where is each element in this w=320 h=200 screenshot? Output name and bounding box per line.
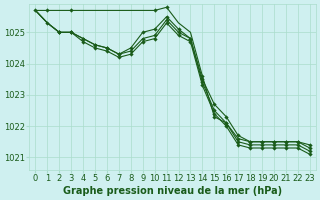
X-axis label: Graphe pression niveau de la mer (hPa): Graphe pression niveau de la mer (hPa): [63, 186, 282, 196]
